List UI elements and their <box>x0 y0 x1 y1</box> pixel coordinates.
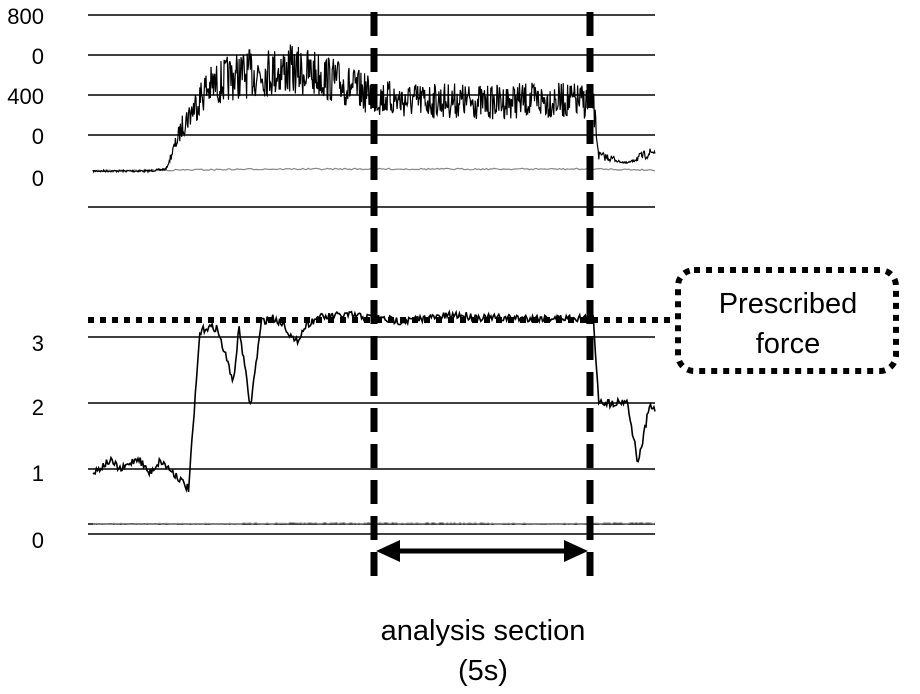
bottom-tick-labels: 3 2 1 0 <box>32 331 44 553</box>
arrow-head-right <box>564 540 588 562</box>
analysis-section-arrow <box>376 540 588 562</box>
top-tick-labels: 800 0 400 0 0 <box>7 4 44 191</box>
top-tick-label: 0 <box>32 44 44 69</box>
analysis-section-caption-line2: (5s) <box>458 655 508 687</box>
prescribed-force-label-line1: Prescribed <box>719 288 858 320</box>
top-tick-label: 0 <box>32 124 44 149</box>
top-tick-label: 0 <box>32 166 44 191</box>
prescribed-force-box <box>675 267 899 374</box>
top-tick-label: 800 <box>7 4 44 29</box>
top-tick-label: 400 <box>7 84 44 109</box>
arrow-head-left <box>376 540 400 562</box>
prescribed-force-label-line2: force <box>756 328 820 360</box>
bottom-tick-label: 3 <box>32 331 44 356</box>
bottom-gridlines <box>88 336 655 535</box>
bottom-tick-label: 1 <box>32 461 44 486</box>
bottom-tick-label: 2 <box>32 395 44 420</box>
bottom-tick-label: 0 <box>32 528 44 553</box>
analysis-section-caption-line1: analysis section <box>381 615 586 647</box>
